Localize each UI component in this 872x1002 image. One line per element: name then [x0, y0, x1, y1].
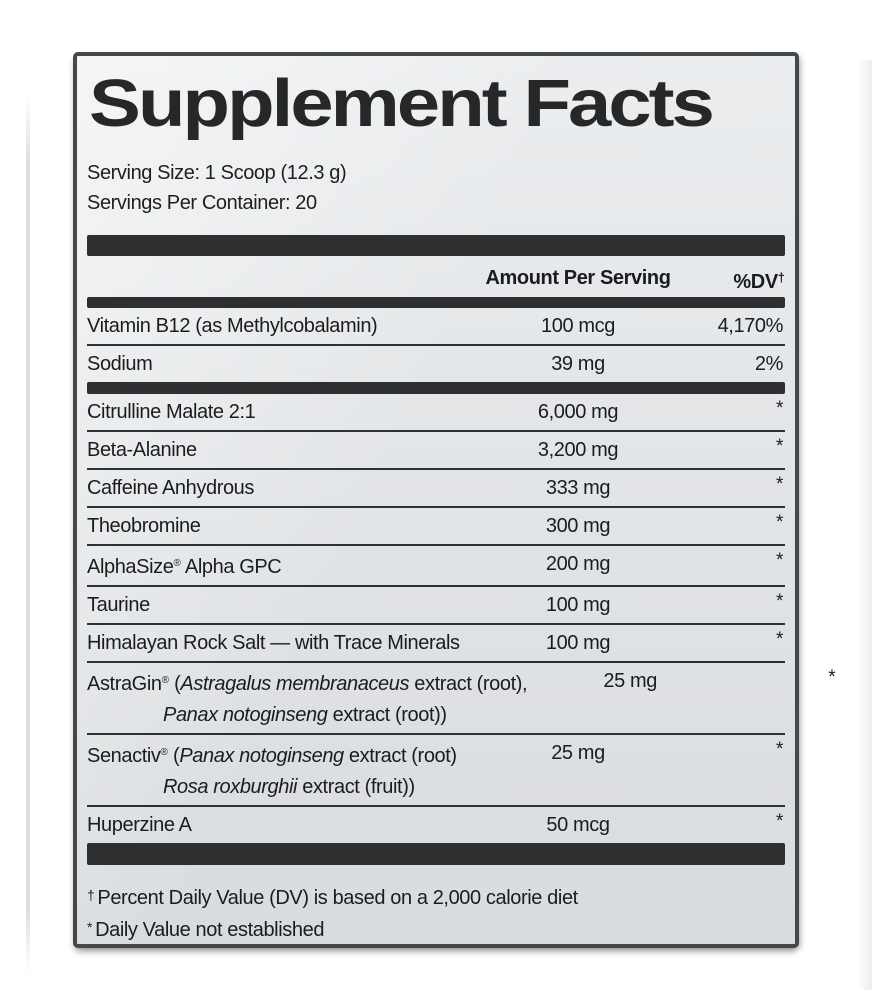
amount-cell: 50 mcg [546, 814, 610, 836]
label-title: Supplement Facts [89, 66, 715, 141]
footnotes: † Percent Daily Value (DV) is based on a … [87, 881, 785, 945]
ingredient-name: Senactiv® (Panax notoginseng extract (ro… [87, 745, 457, 798]
table-row: Taurine 100 mg * [87, 585, 785, 623]
ingredient-name: Taurine [87, 594, 150, 616]
ingredient-name: Caffeine Anhydrous [87, 477, 254, 499]
dagger-symbol: † [777, 270, 785, 285]
amount-per-serving-header: Amount Per Serving [485, 267, 671, 289]
dv-header: %DV† [733, 270, 785, 293]
amount-cell: 200 mg [545, 553, 611, 575]
table-row: Citrulline Malate 2:1 6,000 mg * [87, 394, 785, 430]
supplement-facts-label: Supplement Facts Serving Size: 1 Scoop (… [73, 52, 836, 948]
dv-cell: 2% [754, 353, 784, 375]
dv-cell: * [776, 474, 783, 495]
dv-cell: * [776, 629, 783, 650]
amount-cell: 300 mg [545, 515, 611, 537]
ingredient-name: Vitamin B12 (as Methylcobalamin) [87, 315, 378, 337]
footnote-daily-value: † Percent Daily Value (DV) is based on a … [87, 887, 578, 909]
separator-bar-mid [87, 382, 785, 394]
dv-cell: * [776, 512, 783, 533]
table-row: Beta-Alanine 3,200 mg * [87, 430, 785, 468]
table-row: Senactiv® (Panax notoginseng extract (ro… [87, 733, 785, 805]
amount-cell: 100 mg [545, 594, 611, 616]
table-row: Huperzine A 50 mcg * [87, 805, 785, 843]
dv-cell: 4,170% [717, 315, 784, 337]
ingredient-name: Theobromine [87, 515, 201, 537]
ingredient-name: AlphaSize® Alpha GPC [87, 556, 282, 578]
dv-cell: * [776, 591, 783, 612]
dv-cell: * [776, 436, 783, 457]
separator-bar-footer [87, 843, 785, 865]
table-row: Vitamin B12 (as Methylcobalamin) 100 mcg 4… [87, 308, 785, 344]
amount-cell: 39 mg [551, 353, 605, 375]
amount-cell: 100 mg [545, 632, 611, 654]
photo-left-edge [26, 95, 30, 975]
serving-size-text: Serving Size: 1 Scoop (12.3 g) [87, 162, 347, 184]
table-row: Theobromine 300 mg * [87, 506, 785, 544]
table-header-row: Amount Per Serving %DV† [87, 256, 785, 297]
table-row: AlphaSize® Alpha GPC 200 mg * [87, 544, 785, 585]
servings-per-container-text: Servings Per Container: 20 [87, 192, 317, 214]
footnote-not-established: * Daily Value not established [87, 919, 325, 941]
separator-bar-header [87, 297, 785, 308]
amount-cell: 3,200 mg [537, 439, 619, 461]
amount-cell: 100 mcg [541, 315, 615, 337]
dv-cell: * [776, 398, 783, 419]
serving-info: Serving Size: 1 Scoop (12.3 g) Servings … [87, 158, 785, 218]
dv-cell: * [776, 811, 783, 832]
separator-bar-top [87, 235, 785, 256]
photo-right-edge [858, 60, 872, 990]
amount-cell: 6,000 mg [537, 401, 619, 423]
ingredient-name: AstraGin® (Astragalus membranaceus extra… [87, 673, 528, 726]
rows-no-dv: Citrulline Malate 2:1 6,000 mg * Beta-Alani… [87, 394, 836, 843]
dv-cell: * [776, 550, 783, 571]
table-row: AstraGin® (Astragalus membranaceus extra… [87, 661, 836, 733]
amount-cell: 25 mg [551, 742, 605, 764]
amount-cell: 25 mg [603, 670, 657, 692]
ingredient-name: Sodium [87, 353, 153, 375]
ingredient-name: Himalayan Rock Salt — with Trace Mineral… [87, 632, 460, 654]
table-row: Sodium 39 mg 2% [87, 344, 785, 382]
ingredient-name: Beta-Alanine [87, 439, 197, 461]
ingredient-name: Citrulline Malate 2:1 [87, 401, 256, 423]
ingredient-name: Huperzine A [87, 814, 192, 836]
dv-cell: * [776, 739, 783, 760]
table-row: Caffeine Anhydrous 333 mg * [87, 468, 785, 506]
dv-cell: * [828, 667, 836, 688]
rows-daily-values: Vitamin B12 (as Methylcobalamin) 100 mcg 4… [87, 308, 785, 382]
table-row: Himalayan Rock Salt — with Trace Mineral… [87, 623, 785, 661]
amount-cell: 333 mg [545, 477, 611, 499]
